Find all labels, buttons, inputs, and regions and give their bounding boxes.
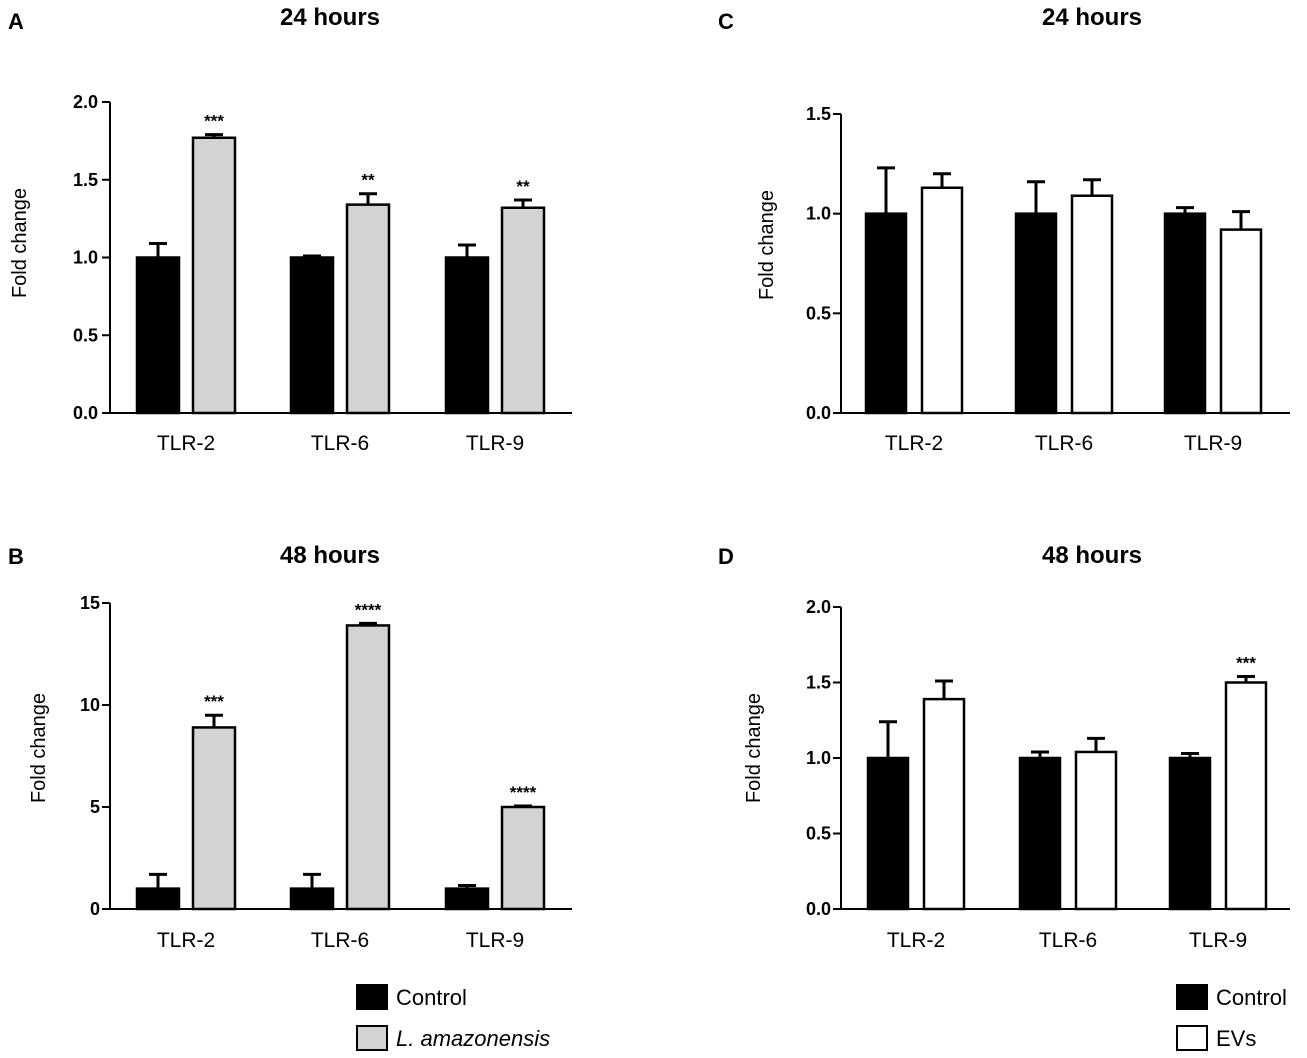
y-tick-label: 1.5 xyxy=(73,170,98,190)
x-tick-label: TLR-6 xyxy=(1035,432,1093,455)
significance-marker: **** xyxy=(510,783,537,802)
x-tick-label: TLR-9 xyxy=(1184,432,1242,455)
bar-control-tlr-9 xyxy=(444,887,490,911)
y-tick-label: 10 xyxy=(80,695,100,715)
y-axis-label: Fold change xyxy=(9,188,31,298)
bar-control-tlr-2 xyxy=(864,212,908,415)
legend-label: Control xyxy=(1216,985,1287,1010)
panel-title: 48 hours xyxy=(1042,542,1142,569)
significance-marker: ** xyxy=(516,177,530,196)
legend-label: Control xyxy=(396,985,467,1010)
bar-control-tlr-2 xyxy=(866,756,910,911)
x-tick-label: TLR-2 xyxy=(157,929,215,952)
bar-treatment-tlr-2 xyxy=(191,726,237,911)
bar-control-tlr-6 xyxy=(1018,756,1062,911)
y-tick-label: 15 xyxy=(80,593,100,613)
bar-treatment-tlr-2 xyxy=(922,697,966,911)
bar-treatment-tlr-9 xyxy=(500,805,546,911)
y-tick-label: 2.0 xyxy=(806,597,831,617)
bar-control-tlr-6 xyxy=(1014,212,1058,415)
panel-letter: A xyxy=(8,9,24,34)
y-tick-label: 0.0 xyxy=(806,403,831,423)
y-tick-label: 0 xyxy=(90,899,100,919)
y-tick-label: 1.0 xyxy=(806,748,831,768)
panel-c: C 24 hours Fold change 0.0 0.5 1.0 1.5 TLR-2 TLR… xyxy=(718,4,1290,455)
bar-treatment-tlr-2 xyxy=(191,136,237,415)
y-tick-label: 0.5 xyxy=(73,325,98,345)
bar-control-tlr-9 xyxy=(1163,212,1207,415)
x-tick-label: TLR-6 xyxy=(311,929,369,952)
y-tick-label: 0.5 xyxy=(806,303,831,323)
x-tick-label: TLR-9 xyxy=(466,432,524,455)
y-tick-label: 1.5 xyxy=(806,673,831,693)
x-tick-label: TLR-6 xyxy=(311,432,369,455)
panel-letter: B xyxy=(8,544,24,569)
x-tick-label: TLR-9 xyxy=(1189,929,1247,952)
panel-letter: D xyxy=(718,544,734,569)
y-tick-label: 0.0 xyxy=(73,403,98,423)
bar-treatment-tlr-6 xyxy=(345,624,391,911)
bar-treatment-tlr-6 xyxy=(1074,750,1118,911)
bar-treatment-tlr-9 xyxy=(1219,228,1263,415)
bar-treatment-tlr-6 xyxy=(1070,194,1114,415)
bar-treatment-tlr-9 xyxy=(500,206,546,415)
bar-control-tlr-2 xyxy=(135,887,181,911)
panel-b: B 48 hours Fold change 0 5 10 15 *** TLR-2 **** TL… xyxy=(8,542,572,952)
legend-label: L. amazonensis xyxy=(396,1026,550,1051)
x-tick-label: TLR-2 xyxy=(887,929,945,952)
y-tick-label: 1.0 xyxy=(73,248,98,268)
bar-control-tlr-6 xyxy=(289,256,335,415)
y-tick-label: 1.5 xyxy=(806,104,831,124)
panel-title: 24 hours xyxy=(1042,4,1142,31)
bar-control-tlr-2 xyxy=(135,256,181,415)
panel-d: D 48 hours Fold change 0.0 0.5 1.0 1.5 2.0 TLR-2… xyxy=(718,542,1290,952)
significance-marker: **** xyxy=(355,600,382,619)
bar-control-tlr-6 xyxy=(289,887,335,911)
legend-right: Control EVs xyxy=(1176,984,1287,1051)
y-tick-label: 0.5 xyxy=(806,824,831,844)
y-tick-label: 1.0 xyxy=(806,204,831,224)
bar-control-tlr-9 xyxy=(444,256,490,415)
x-tick-label: TLR-9 xyxy=(466,929,524,952)
panel-a: A 24 hours Fold change 0.0 0.5 1.0 1.5 2.0 *** TL… xyxy=(8,4,572,455)
legend-left: Control L. amazonensis xyxy=(356,984,550,1051)
y-axis-label: Fold change xyxy=(756,190,778,300)
significance-marker: *** xyxy=(204,692,224,711)
panel-title: 24 hours xyxy=(280,4,380,31)
legend-swatch xyxy=(356,984,388,1010)
bar-treatment-tlr-9 xyxy=(1224,681,1268,911)
y-axis-label: Fold change xyxy=(28,693,50,803)
panel-letter: C xyxy=(718,9,734,34)
significance-marker: *** xyxy=(204,112,224,131)
significance-marker: *** xyxy=(1236,653,1256,672)
x-tick-label: TLR-2 xyxy=(885,432,943,455)
legend-swatch xyxy=(1176,984,1208,1010)
y-tick-label: 0.0 xyxy=(806,899,831,919)
y-tick-label: 5 xyxy=(90,797,100,817)
legend-label: EVs xyxy=(1216,1026,1256,1051)
significance-marker: ** xyxy=(361,171,375,190)
bar-control-tlr-9 xyxy=(1168,756,1212,911)
x-tick-label: TLR-2 xyxy=(157,432,215,455)
legend-swatch xyxy=(356,1025,388,1051)
y-tick-label: 2.0 xyxy=(73,92,98,112)
x-tick-label: TLR-6 xyxy=(1039,929,1097,952)
panel-title: 48 hours xyxy=(280,542,380,569)
legend-swatch xyxy=(1176,1025,1208,1051)
bar-treatment-tlr-6 xyxy=(345,203,391,415)
y-axis-label: Fold change xyxy=(743,693,765,803)
bar-treatment-tlr-2 xyxy=(920,186,964,415)
